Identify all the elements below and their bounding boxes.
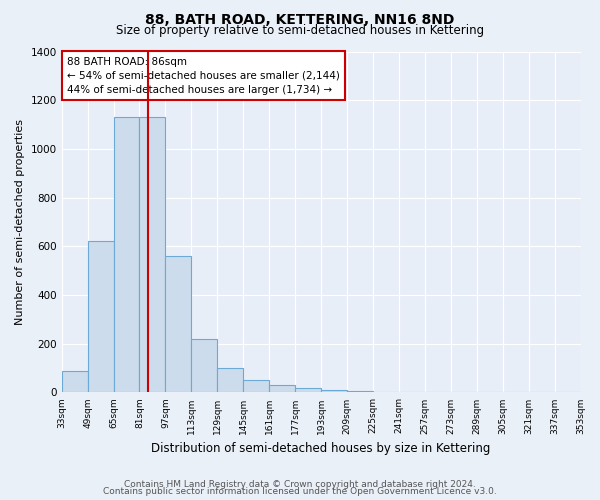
Bar xyxy=(113,118,139,392)
Bar xyxy=(88,242,113,392)
Bar xyxy=(217,368,243,392)
Bar xyxy=(269,385,295,392)
Text: Size of property relative to semi-detached houses in Kettering: Size of property relative to semi-detach… xyxy=(116,24,484,37)
Text: 88, BATH ROAD, KETTERING, NN16 8ND: 88, BATH ROAD, KETTERING, NN16 8ND xyxy=(145,12,455,26)
Bar xyxy=(166,256,191,392)
Bar xyxy=(347,391,373,392)
Bar xyxy=(243,380,269,392)
Bar xyxy=(191,339,217,392)
X-axis label: Distribution of semi-detached houses by size in Kettering: Distribution of semi-detached houses by … xyxy=(151,442,491,455)
Bar xyxy=(139,118,166,392)
Text: Contains public sector information licensed under the Open Government Licence v3: Contains public sector information licen… xyxy=(103,488,497,496)
Bar xyxy=(295,388,321,392)
Y-axis label: Number of semi-detached properties: Number of semi-detached properties xyxy=(15,119,25,325)
Text: Contains HM Land Registry data © Crown copyright and database right 2024.: Contains HM Land Registry data © Crown c… xyxy=(124,480,476,489)
Bar xyxy=(62,370,88,392)
Bar xyxy=(321,390,347,392)
Text: 88 BATH ROAD: 86sqm
← 54% of semi-detached houses are smaller (2,144)
44% of sem: 88 BATH ROAD: 86sqm ← 54% of semi-detach… xyxy=(67,56,340,94)
